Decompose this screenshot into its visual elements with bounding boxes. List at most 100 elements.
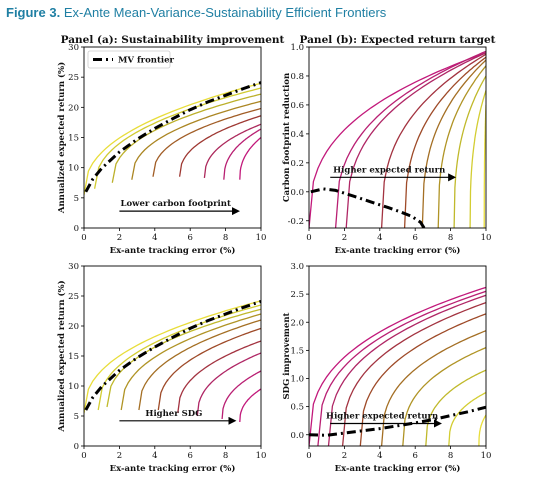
mv-frontier-line [84, 81, 261, 193]
series-line [157, 327, 261, 411]
y-tick-label: 3.0 [290, 262, 304, 272]
series-line [131, 100, 261, 180]
x-tick-label: 4 [152, 233, 157, 243]
series-line [478, 414, 486, 446]
y-tick-label: 0.8 [290, 72, 304, 82]
y-axis-label: SDG improvement [282, 312, 292, 399]
annotation-text: Lower carbon footprint [120, 199, 230, 209]
series-group [309, 50, 486, 228]
series-line [196, 352, 261, 417]
y-tick-label: 25 [68, 73, 79, 83]
y-tick-label: 0.0 [290, 431, 304, 441]
series-line [106, 308, 261, 408]
series-line [437, 65, 486, 228]
y-tick-label: 20 [68, 103, 79, 113]
legend: MV frontier [87, 50, 175, 69]
series-line [425, 369, 486, 446]
y-tick-label: 0.0 [290, 188, 304, 198]
y-tick-label: 5 [74, 412, 79, 422]
y-tick-label: 30 [68, 43, 79, 53]
annotation-text: Higher SDG [145, 409, 202, 419]
series-line [317, 290, 486, 446]
series-line [469, 90, 486, 228]
x-tick-label: 10 [481, 233, 492, 243]
y-tick-label: 2.0 [290, 318, 304, 328]
plot-frame [308, 46, 487, 229]
x-tick-label: 0 [81, 233, 86, 243]
y-tick-label: 0.6 [290, 101, 304, 111]
series-line [93, 87, 261, 189]
panel-c: 0 2 4 6 8 10 0 5 10 15 20 25 30 Ex-ante tracking erro… [56, 262, 266, 474]
series-line [309, 52, 486, 228]
x-axis-label: Ex-ante tracking error (%) [335, 245, 461, 256]
series-line [359, 313, 486, 446]
figure-title: Figure 3. Ex-Ante Mean-Variance-Sustaina… [6, 5, 386, 20]
series-line [97, 304, 261, 411]
series-line [380, 330, 486, 446]
y-axis-label: Annualized expected return (%) [56, 280, 67, 432]
y-tick-label: 10 [68, 382, 79, 392]
x-tick-label: 10 [256, 233, 267, 243]
x-tick-label: 6 [412, 233, 417, 243]
series-group [309, 286, 486, 446]
series-line [403, 56, 486, 228]
series-line [327, 294, 486, 446]
series-line [334, 50, 486, 228]
panel-title: Panel (a): Sustainability improvement [61, 34, 285, 46]
series-line [421, 59, 486, 228]
x-tick-label: 8 [223, 233, 228, 243]
series-line [453, 75, 486, 228]
x-tick-label: 8 [223, 451, 228, 461]
y-tick-label: -0.2 [288, 217, 304, 227]
series-line [111, 93, 261, 183]
series-line [223, 128, 261, 180]
plot-frame [308, 265, 487, 447]
plot-frame [83, 265, 262, 447]
y-tick-label: 1.0 [290, 43, 304, 53]
x-tick-label: 2 [342, 451, 347, 461]
series-group [84, 82, 261, 195]
annotation-text: Higher expected return [333, 165, 445, 175]
x-tick-label: 8 [448, 233, 453, 243]
dashdot-curve [310, 187, 426, 228]
x-axis-label: Ex-ante tracking error (%) [335, 463, 461, 474]
y-axis-label: Carbon footprint reduction [282, 73, 292, 202]
y-tick-label: 2.5 [290, 290, 304, 300]
y-tick-label: 0.5 [290, 403, 304, 413]
x-tick-label: 4 [377, 233, 382, 243]
series-line [120, 313, 261, 411]
series-line [84, 300, 261, 414]
series-line [402, 347, 486, 446]
x-tick-label: 2 [117, 233, 122, 243]
figure-title-text: Ex-Ante Mean-Variance-Sustainability Eff… [63, 5, 387, 20]
x-tick-label: 6 [187, 233, 192, 243]
series-line [221, 370, 261, 420]
series-line [152, 107, 261, 177]
x-axis-label: Ex-ante tracking error (%) [110, 245, 236, 256]
y-tick-label: 25 [68, 292, 79, 302]
panel-d: 0 2 4 6 8 10 0.0 0.5 1.0 1.5 2.0 2.5 3.0 Ex-ante trac… [282, 262, 491, 474]
series-line [309, 286, 486, 446]
series-line [84, 82, 261, 195]
x-tick-label: 4 [152, 451, 157, 461]
series-line [138, 319, 261, 411]
panel-title: Panel (b): Expected return target [300, 34, 496, 46]
panel-b: Panel (b): Expected return target 0 2 4 6 8 10… [282, 34, 496, 256]
series-line [239, 136, 261, 180]
dashdot-curve [309, 405, 486, 437]
series-line [178, 115, 261, 177]
x-tick-label: 0 [81, 451, 86, 461]
y-tick-label: 30 [68, 262, 79, 272]
x-tick-label: 6 [187, 451, 192, 461]
y-tick-label: 1.5 [290, 346, 304, 356]
mv-frontier-line [84, 299, 261, 411]
x-tick-label: 10 [481, 451, 492, 461]
x-tick-label: 4 [377, 451, 382, 461]
x-tick-label: 2 [117, 451, 122, 461]
series-line [203, 123, 261, 178]
y-tick-label: 20 [68, 322, 79, 332]
x-axis-label: Ex-ante tracking error (%) [110, 463, 236, 474]
y-tick-label: 15 [68, 352, 79, 362]
series-line [345, 52, 486, 228]
